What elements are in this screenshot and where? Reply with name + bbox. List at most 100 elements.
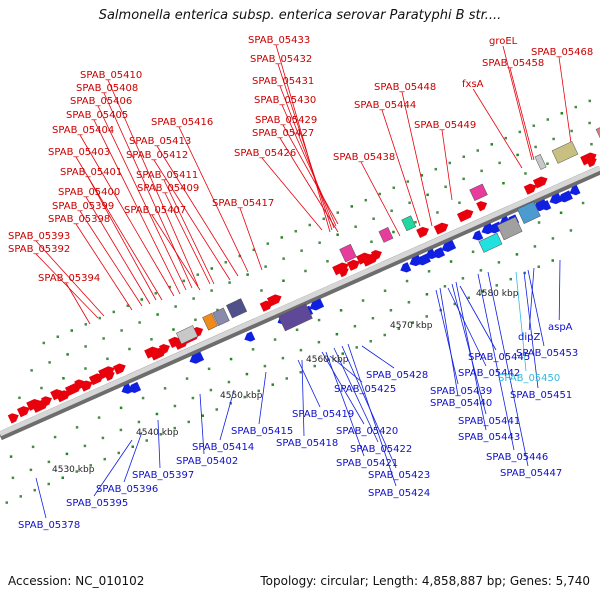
reverse-gene-label: aspA <box>548 322 573 333</box>
genome-title: Salmonella enterica subsp. enterica sero… <box>98 8 502 23</box>
orf-tick <box>126 304 130 307</box>
orf-tick <box>369 339 372 343</box>
forward-gene-arrow <box>16 406 30 418</box>
orf-tick <box>282 257 285 260</box>
reverse-gene-label: SPAB_05424 <box>368 488 430 499</box>
reverse-gene-label: SPAB_05418 <box>276 438 338 449</box>
orf-tick <box>66 353 69 356</box>
leader-line <box>477 273 515 451</box>
orf-tick <box>524 172 527 175</box>
orf-tick <box>537 265 540 268</box>
orf-tick <box>353 324 357 328</box>
orf-tick <box>271 383 274 386</box>
leader-line <box>239 207 263 271</box>
orf-tick <box>150 338 153 341</box>
orf-tick <box>210 267 214 270</box>
orf-tick <box>285 377 288 380</box>
scale-label: 4530 kbp <box>52 465 95 475</box>
reverse-gene-label: SPAB_05402 <box>176 456 238 467</box>
forward-gene-label: SPAB_05403 <box>48 147 110 158</box>
orf-tick <box>19 495 22 498</box>
orf-tick <box>294 229 298 233</box>
reverse-gene-label: SPAB_05442 <box>458 368 520 379</box>
orf-tick <box>119 428 123 432</box>
orf-tick <box>128 347 131 351</box>
reverse-gene-arrow <box>189 351 205 364</box>
orf-tick <box>372 217 375 221</box>
orf-tick <box>322 217 326 221</box>
orf-tick <box>224 261 228 264</box>
leader-line <box>441 129 453 201</box>
orf-tick <box>411 321 414 324</box>
orf-tick <box>560 112 564 115</box>
orf-tick <box>53 435 57 439</box>
reverse-gene-arrow <box>569 184 581 196</box>
orf-tick <box>462 155 466 158</box>
orf-tick <box>537 221 541 224</box>
orf-tick <box>281 356 285 360</box>
leader-line <box>93 439 133 497</box>
leader-line <box>435 289 459 385</box>
misc-feature-block <box>534 154 547 170</box>
reverse-gene-label: SPAB_05423 <box>368 470 430 481</box>
reverse-gene-label: SPAB_05422 <box>350 444 412 455</box>
orf-tick <box>216 308 219 312</box>
orf-tick <box>155 412 159 416</box>
leader-line <box>487 271 529 467</box>
misc-feature-block <box>516 201 541 224</box>
orf-tick <box>210 289 213 292</box>
reverse-gene-label: SPAB_05440 <box>430 398 492 409</box>
orf-tick <box>461 277 465 280</box>
leader-line <box>156 145 239 277</box>
orf-tick <box>70 329 74 332</box>
leader-line <box>509 67 535 161</box>
forward-gene-label: SPAB_05430 <box>254 95 316 106</box>
orf-tick <box>590 142 593 146</box>
orf-tick <box>257 389 260 393</box>
leader-line <box>75 223 133 311</box>
leader-line <box>472 88 523 169</box>
forward-gene-label: SPAB_05448 <box>374 82 436 93</box>
orf-tick <box>370 240 373 243</box>
orf-tick <box>443 285 447 288</box>
reverse-gene-arrow <box>128 381 142 394</box>
orf-tick <box>552 137 555 141</box>
orf-tick <box>119 406 123 410</box>
orf-tick <box>173 404 177 408</box>
forward-gene-label: SPAB_05401 <box>60 167 122 178</box>
forward-gene-label: SPAB_05392 <box>8 244 70 255</box>
leader-line <box>277 63 333 231</box>
orf-tick <box>371 316 375 320</box>
forward-gene-label: SPAB_05426 <box>234 148 296 159</box>
orf-tick <box>515 253 519 256</box>
orf-tick <box>266 242 270 245</box>
leader-line <box>361 345 395 369</box>
reverse-gene-arrow <box>549 192 563 205</box>
orf-tick <box>408 201 411 205</box>
forward-gene-label: SPAB_05413 <box>129 136 191 147</box>
reverse-gene-label: SPAB_05415 <box>231 426 293 437</box>
reverse-gene-arrow <box>558 190 573 203</box>
orf-tick <box>299 348 303 352</box>
leader-line <box>527 269 545 347</box>
orf-tick <box>453 302 456 306</box>
leader-line <box>258 371 267 425</box>
orf-tick <box>467 296 470 300</box>
orf-tick <box>336 211 340 214</box>
misc-feature-block <box>595 125 600 141</box>
orf-tick <box>163 387 167 390</box>
orf-tick <box>174 305 177 308</box>
leader-line <box>451 283 487 415</box>
orf-tick <box>546 118 550 121</box>
leader-line <box>455 281 487 431</box>
orf-tick <box>56 335 60 338</box>
leader-line <box>333 347 379 443</box>
scale-label: 4540 kbp <box>136 428 179 438</box>
forward-gene-label: SPAB_05409 <box>137 183 199 194</box>
misc-feature-block <box>176 325 199 345</box>
orf-tick <box>313 364 316 368</box>
forward-gene-arrow <box>523 183 537 195</box>
orf-tick <box>299 371 302 374</box>
reverse-gene-label: SPAB_05428 <box>366 370 428 381</box>
